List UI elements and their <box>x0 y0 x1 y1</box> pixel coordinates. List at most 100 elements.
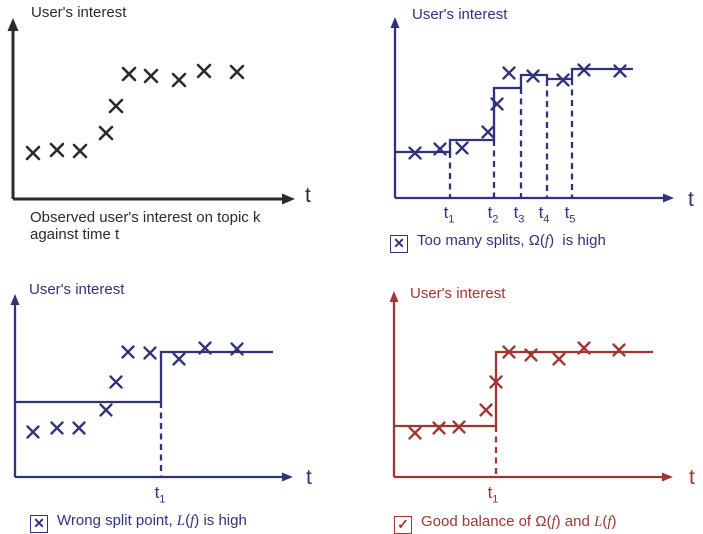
data-point-cross-icon <box>121 345 135 359</box>
tick-subscript: 3 <box>518 213 525 226</box>
x-axis-label: t <box>306 466 312 489</box>
data-point-cross-icon <box>143 346 157 360</box>
y-axis-title: User's interest <box>412 6 508 23</box>
caption-text: ) <box>611 513 617 530</box>
x-tick-label: t2 <box>487 203 499 226</box>
data-point-cross-icon <box>556 73 570 87</box>
data-point-cross-icon <box>455 141 469 155</box>
caption-line: Observed user's interest on topic k <box>30 209 261 226</box>
caption-observed: Observed user's interest on topic k again… <box>30 209 260 243</box>
tick-subscript: 1 <box>159 493 166 506</box>
tick-subscript: 2 <box>492 213 499 226</box>
caption-text: L <box>176 513 186 529</box>
caption-line: against time t <box>30 226 120 243</box>
data-point-cross-icon <box>49 142 65 158</box>
data-point-cross-icon <box>502 345 516 359</box>
tick-subscript: 1 <box>492 493 499 506</box>
step-function-line <box>395 67 633 154</box>
data-point-cross-icon <box>433 142 447 156</box>
x-axis-arrowhead-icon <box>282 472 293 482</box>
data-point-cross-icon <box>452 420 466 434</box>
data-point-cross-icon <box>432 421 446 435</box>
caption-text: f <box>190 513 195 529</box>
data-point-cross-icon <box>25 145 41 161</box>
tick-subscript: 5 <box>569 213 576 226</box>
data-point-cross-icon <box>526 69 540 83</box>
data-point-cross-icon <box>229 64 245 80</box>
checked-box-icon: ✓ <box>394 516 412 534</box>
step-function-line <box>394 350 653 428</box>
tick-subscript: 4 <box>543 213 550 226</box>
y-axis-title: User's interest <box>29 281 125 298</box>
data-point-cross-icon <box>490 97 504 111</box>
data-point-cross-icon <box>612 343 626 357</box>
x-axis-arrowhead-icon <box>663 193 674 203</box>
data-point-cross-icon <box>479 403 493 417</box>
data-point-cross-icon <box>230 342 244 356</box>
data-point-cross-icon <box>72 143 88 159</box>
y-axis-title: User's interest <box>410 285 506 302</box>
data-point-cross-icon <box>613 64 627 78</box>
y-axis-title: User's interest <box>31 4 127 21</box>
x-tick-label: t5 <box>564 203 576 226</box>
data-point-cross-icon <box>99 403 113 417</box>
data-point-cross-icon <box>98 125 114 141</box>
panel-good-balance: User's interest t t1 ✓ Good balance of Ω(… <box>352 267 703 534</box>
caption-text: L <box>594 514 603 530</box>
data-point-cross-icon <box>524 348 538 362</box>
caption-text: f <box>544 233 550 249</box>
data-point-cross-icon <box>577 341 591 355</box>
y-axis-arrowhead-icon <box>7 18 19 31</box>
data-point-cross-icon <box>489 375 503 389</box>
caption-too-many-splits: ✕ Too many splits, Ω(f) is high <box>390 232 606 253</box>
panel-too-many-splits: User's interest t t1 t2 t3 t4 t5 ✕ Too many s… <box>352 0 703 267</box>
data-point-cross-icon <box>198 341 212 355</box>
plot-canvas-observed <box>7 18 295 205</box>
x-axis-arrowhead-icon <box>662 472 673 482</box>
x-box-icon: ✕ <box>390 235 408 253</box>
caption-text: Good balance of Ω( <box>421 513 552 530</box>
caption-text: Wrong split point, <box>57 512 177 529</box>
y-axis-arrowhead-icon <box>389 291 399 302</box>
x-tick-label: t3 <box>513 203 525 226</box>
data-point-cross-icon <box>552 352 566 366</box>
plot-canvas-wrong-split <box>10 294 293 482</box>
step-function-line <box>15 350 273 404</box>
data-point-cross-icon <box>109 375 123 389</box>
caption-text: f <box>607 514 612 530</box>
caption-text: ) is high <box>194 512 247 529</box>
caption-text: ( <box>185 512 191 529</box>
caption-wrong-split: ✕ Wrong split point, L(f) is high <box>30 512 247 533</box>
plot-canvas-good-balance <box>389 291 673 482</box>
y-axis-arrowhead-icon <box>10 294 20 305</box>
plot-canvas-too-many-splits <box>390 17 674 203</box>
data-point-cross-icon <box>72 421 86 435</box>
x-axis-label: t <box>688 188 694 211</box>
data-point-cross-icon <box>26 425 40 439</box>
caption-text: ( <box>602 513 608 530</box>
data-point-cross-icon <box>408 146 422 160</box>
tick-subscript: 1 <box>448 213 455 226</box>
data-point-cross-icon <box>172 352 186 366</box>
caption-text: Too many splits, Ω( <box>417 232 545 249</box>
caption-text: ) and <box>555 513 594 530</box>
panel-observed-scatter: User's interest t Observed user's intere… <box>0 0 352 267</box>
y-axis-arrowhead-icon <box>390 17 400 28</box>
data-point-cross-icon <box>196 63 212 79</box>
x-tick-label: t1 <box>487 483 499 506</box>
x-axis-label: t <box>305 184 311 207</box>
caption-text: f <box>551 514 556 530</box>
data-point-cross-icon <box>171 72 187 88</box>
caption-good-balance: ✓ Good balance of Ω(f) and L(f) <box>394 513 617 534</box>
data-point-cross-icon <box>143 68 159 84</box>
x-axis-label: t <box>689 466 695 489</box>
data-point-cross-icon <box>108 98 124 114</box>
x-axis-arrowhead-icon <box>282 193 295 205</box>
data-point-cross-icon <box>481 125 495 139</box>
x-box-icon: ✕ <box>30 515 48 533</box>
data-point-cross-icon <box>50 421 64 435</box>
x-tick-label: t1 <box>154 483 166 506</box>
data-point-cross-icon <box>121 66 137 82</box>
x-tick-label: t1 <box>443 203 455 226</box>
